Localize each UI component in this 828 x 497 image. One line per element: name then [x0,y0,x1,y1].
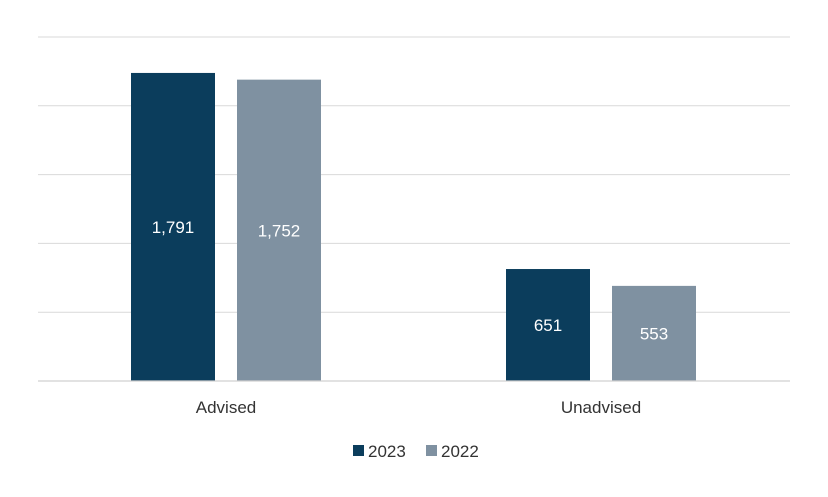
bar-unadvised-2023 [506,269,590,381]
legend-label-2023: 2023 [368,442,406,461]
bars [131,72,696,381]
data-label-advised-2023: 1,791 [152,218,195,237]
legend-label-2022: 2022 [441,442,479,461]
bar-unadvised-2022 [612,285,696,381]
legend: 2023 2022 [353,442,479,461]
data-label-advised-2022: 1,752 [258,221,301,240]
legend-swatch-2023 [353,445,364,456]
data-label-unadvised-2023: 651 [534,316,562,335]
bar-advised-2022 [237,79,321,381]
bar-advised-2023 [131,72,215,381]
legend-swatch-2022 [426,445,437,456]
category-label-advised: Advised [196,398,256,417]
data-label-unadvised-2022: 553 [640,324,668,343]
data-labels: 1,791 1,752 651 553 [152,218,668,343]
category-label-unadvised: Unadvised [561,398,641,417]
category-labels: Advised Unadvised [196,398,641,417]
